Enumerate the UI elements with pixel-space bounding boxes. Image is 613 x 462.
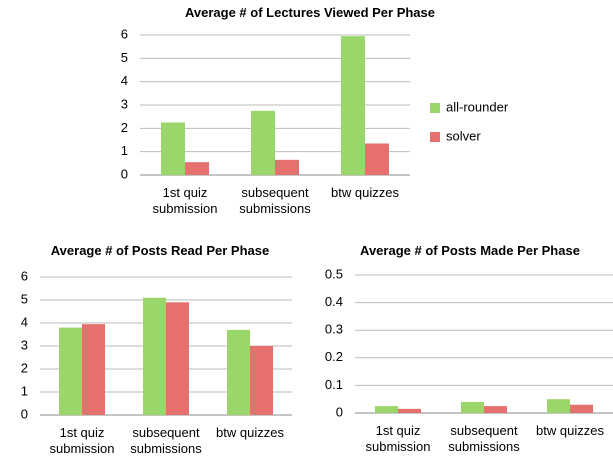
bar bbox=[143, 297, 166, 415]
bar bbox=[275, 159, 299, 175]
y-tick-label: 2 bbox=[21, 360, 28, 375]
bar bbox=[82, 324, 105, 415]
chart-title: Average # of Posts Read Per Phase bbox=[50, 243, 270, 258]
bar bbox=[227, 329, 250, 415]
y-tick-label: 3 bbox=[21, 337, 28, 352]
bar bbox=[251, 110, 275, 175]
bar bbox=[185, 162, 209, 175]
bar bbox=[341, 36, 365, 175]
y-tick-label: 1 bbox=[21, 383, 28, 398]
y-tick-label: 5 bbox=[121, 50, 128, 65]
bar bbox=[570, 404, 593, 413]
x-tick-label: subsequent submissions bbox=[448, 423, 520, 454]
bar bbox=[484, 406, 507, 413]
x-tick-label: btw quizzes bbox=[536, 423, 604, 438]
y-tick-label: 1 bbox=[121, 143, 128, 158]
y-tick-label: 3 bbox=[121, 96, 128, 111]
x-tick-label: btw quizzes bbox=[216, 425, 284, 440]
bar bbox=[250, 346, 273, 415]
legend-swatch bbox=[430, 132, 440, 142]
legend-swatch bbox=[430, 103, 440, 113]
y-tick-label: 4 bbox=[21, 314, 28, 329]
bar bbox=[365, 143, 389, 175]
bar bbox=[59, 327, 82, 415]
y-tick-label: 5 bbox=[21, 291, 28, 306]
bar bbox=[461, 401, 484, 413]
chart-title: Average # of Lectures Viewed Per Phase bbox=[184, 5, 435, 20]
y-tick-label: 0.4 bbox=[325, 294, 343, 309]
x-tick-label: 1st quiz submission bbox=[152, 185, 218, 216]
bar bbox=[375, 406, 398, 413]
y-tick-label: 0.2 bbox=[325, 349, 343, 364]
y-tick-label: 0 bbox=[121, 166, 128, 181]
bar bbox=[166, 302, 189, 415]
y-tick-label: 0 bbox=[21, 406, 28, 421]
legend-label: solver bbox=[446, 128, 481, 143]
y-tick-label: 0.3 bbox=[325, 322, 343, 337]
bar bbox=[547, 399, 570, 413]
bar bbox=[398, 408, 421, 413]
x-tick-label: subsequent submissions bbox=[239, 185, 311, 216]
y-tick-label: 2 bbox=[121, 120, 128, 135]
x-tick-label: 1st quiz submission bbox=[49, 425, 115, 456]
y-tick-label: 6 bbox=[121, 26, 128, 41]
y-tick-label: 0.5 bbox=[325, 266, 343, 281]
x-tick-label: btw quizzes bbox=[331, 185, 399, 200]
x-tick-label: 1st quiz submission bbox=[365, 423, 431, 454]
x-tick-label: subsequent submissions bbox=[130, 425, 202, 456]
chart-title: Average # of Posts Made Per Phase bbox=[360, 243, 580, 258]
y-tick-label: 6 bbox=[21, 268, 28, 283]
bar bbox=[161, 122, 185, 175]
y-tick-label: 4 bbox=[121, 73, 128, 88]
y-tick-label: 0 bbox=[336, 404, 343, 419]
y-tick-label: 0.1 bbox=[325, 377, 343, 392]
legend-label: all-rounder bbox=[446, 99, 509, 114]
